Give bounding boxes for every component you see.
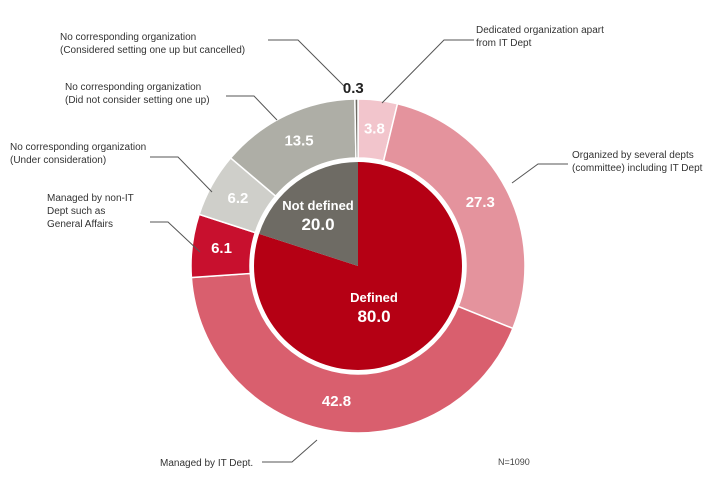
outer-ring xyxy=(190,98,526,434)
outer-value-label: 0.3 xyxy=(343,80,364,97)
leader-line xyxy=(268,39,345,87)
outer-value-label: 42.8 xyxy=(322,393,351,410)
leader-line xyxy=(262,439,318,463)
leader-line xyxy=(150,156,213,193)
leader-lines xyxy=(150,39,568,463)
sample-size-note: N=1090 xyxy=(498,457,530,467)
inner-category-label: Defined xyxy=(350,290,398,305)
inner-pie xyxy=(253,162,463,370)
category-label: No corresponding organization (Considered… xyxy=(60,32,245,56)
inner-category-label: Not defined xyxy=(282,198,354,213)
outer-value-label: 3.8 xyxy=(364,120,385,137)
outer-value-label: 27.3 xyxy=(466,194,495,211)
category-label: No corresponding organization (Did not co… xyxy=(65,82,210,106)
outer-value-label: 6.1 xyxy=(211,240,232,257)
outer-value-label: 6.2 xyxy=(227,190,248,207)
inner-value-label: 20.0 xyxy=(301,215,334,234)
category-label: No corresponding organization (Under cons… xyxy=(10,142,146,166)
outer-slice-7 xyxy=(354,98,359,159)
category-label: Dedicated organization apart from IT Dept xyxy=(476,25,604,49)
inner-slice-not-defined xyxy=(259,162,358,266)
outer-slice-3 xyxy=(190,272,514,434)
inner-value-label: 80.0 xyxy=(357,307,390,326)
category-label: Organized by several depts (committee) in… xyxy=(572,150,703,174)
outer-value-label: 13.5 xyxy=(284,133,313,150)
outer-slice-2 xyxy=(382,102,526,330)
leader-line xyxy=(381,39,474,104)
category-labels: Dedicated organization apart from IT Dept… xyxy=(10,25,703,469)
category-label: Managed by non-IT Dept such as General Aff… xyxy=(47,193,134,230)
category-label: Managed by IT Dept. xyxy=(160,458,253,469)
value-labels: 3.8 27.3 42.8 6.1 6.2 13.5 0.3 Defined 80.0 Not d… xyxy=(211,80,495,410)
leader-line xyxy=(511,163,568,184)
leader-line xyxy=(150,221,201,253)
leader-line xyxy=(226,95,278,121)
